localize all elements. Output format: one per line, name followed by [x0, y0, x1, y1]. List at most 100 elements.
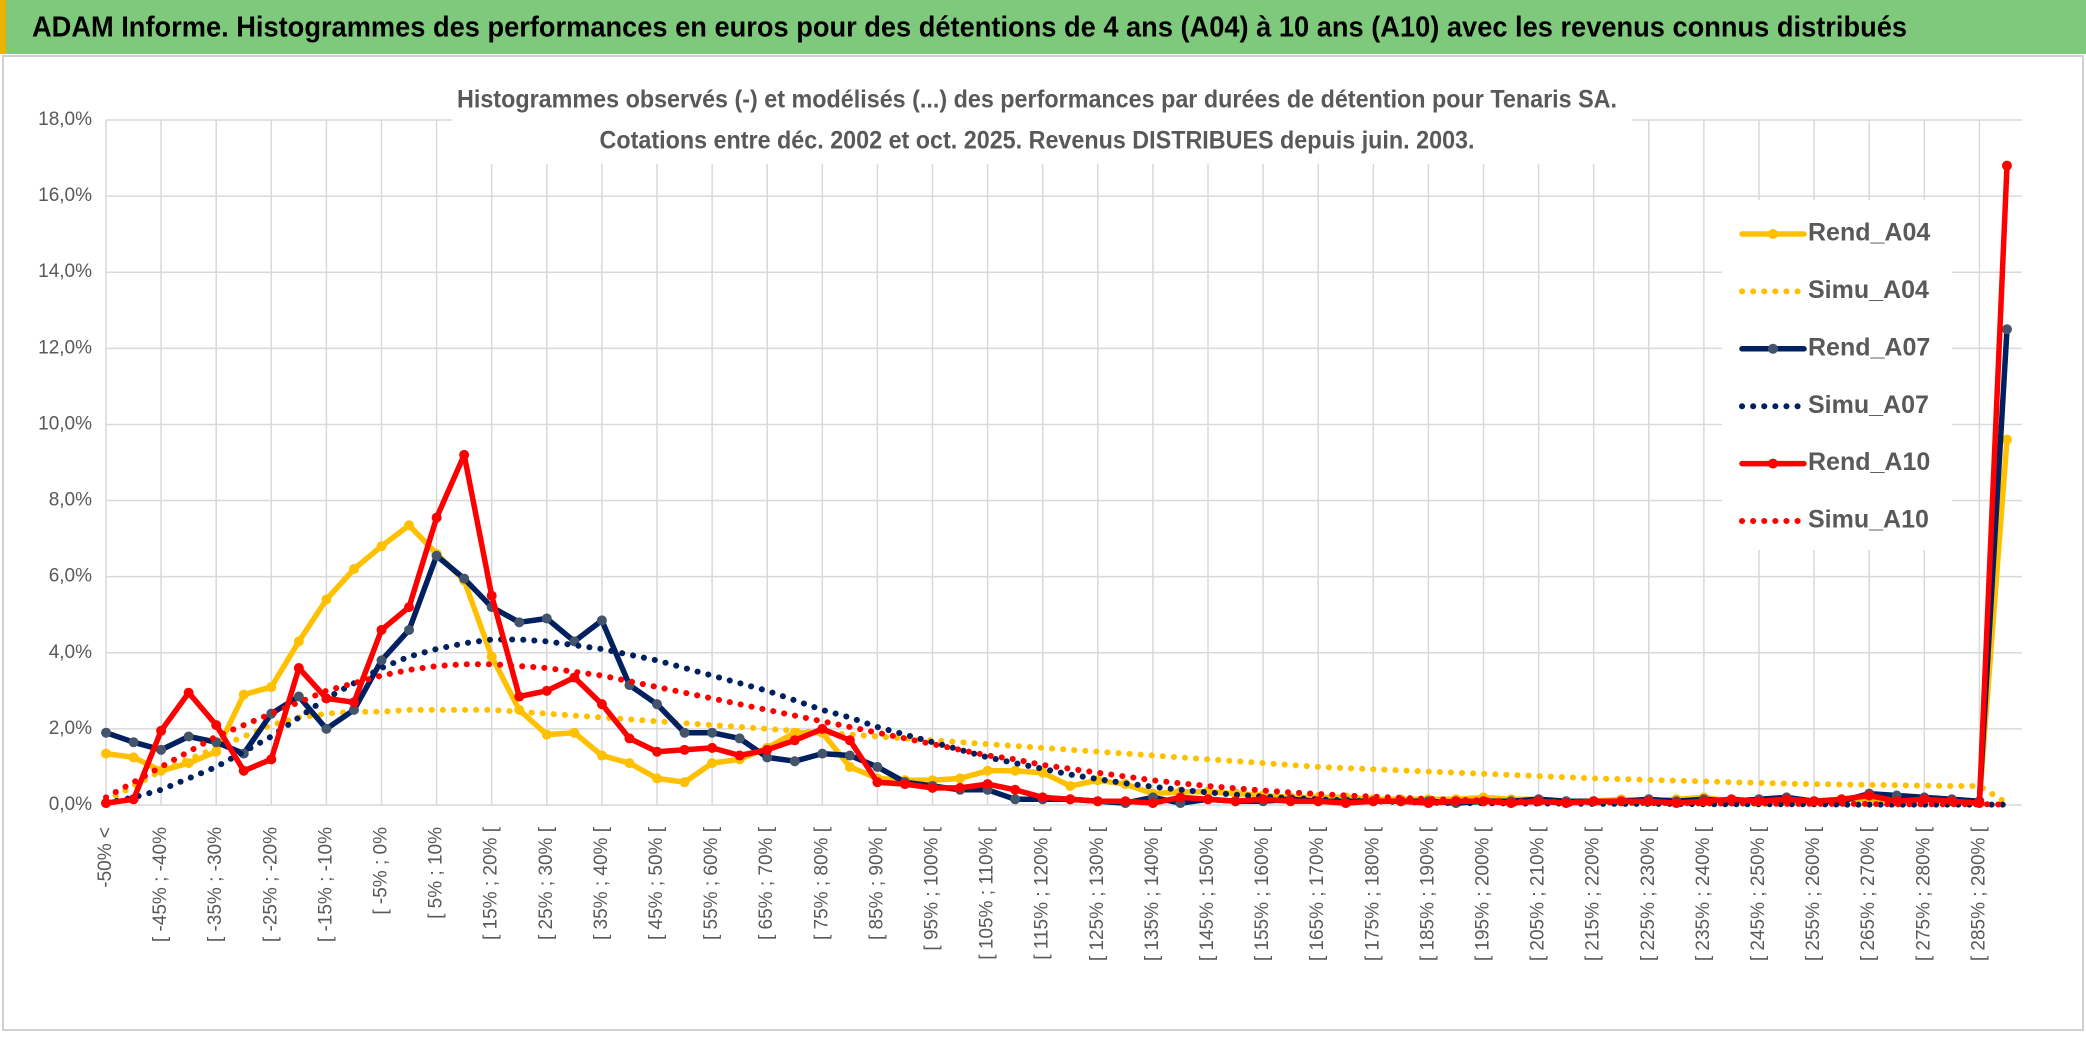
data-point: [486, 651, 497, 662]
title-bg: [452, 82, 1632, 164]
x-tick-label: [ 55% ; 60% [: [701, 826, 722, 940]
legend-marker: [1768, 458, 1778, 469]
data-point: [156, 744, 167, 755]
data-point: [1037, 792, 1048, 803]
data-point: [348, 697, 359, 708]
data-point: [486, 590, 497, 601]
data-point: [872, 777, 883, 788]
data-point: [734, 750, 745, 761]
x-tick-label: [ 245% ; 250% [: [1748, 826, 1769, 961]
data-point: [652, 773, 662, 784]
y-tick-label: 10,0%: [38, 413, 92, 434]
data-point: [211, 720, 222, 731]
data-point: [404, 624, 415, 635]
legend-label: Simu_A10: [1808, 506, 1929, 534]
data-point: [679, 777, 690, 788]
data-point: [128, 794, 139, 805]
data-point: [321, 693, 332, 704]
y-tick-label: 0,0%: [49, 794, 92, 815]
data-point: [376, 624, 387, 635]
data-point: [266, 682, 277, 693]
data-point: [1010, 765, 1021, 776]
x-tick-label: [ 95% ; 100% [: [922, 826, 943, 950]
data-point: [569, 727, 580, 738]
data-point: [596, 615, 607, 626]
x-tick-label: [ 165% ; 170% [: [1307, 826, 1328, 961]
x-tick-label: [ 225% ; 230% [: [1638, 826, 1659, 961]
x-tick-label: [ 25% ; 30% [: [536, 826, 557, 940]
data-point: [762, 744, 773, 755]
x-tick-label: [ 45% ; 50% [: [646, 826, 667, 940]
data-point: [789, 756, 800, 767]
data-point: [376, 655, 387, 666]
data-point: [156, 725, 167, 736]
series-line: [103, 661, 2010, 808]
data-point: [183, 687, 194, 698]
data-point: [927, 782, 938, 793]
data-point: [1285, 796, 1296, 807]
data-point: [2001, 434, 2012, 445]
data-point: [1010, 794, 1021, 805]
data-point: [348, 704, 359, 715]
data-point: [982, 779, 993, 790]
data-point: [1864, 790, 1875, 801]
y-tick-label: 4,0%: [49, 642, 92, 663]
data-point: [128, 752, 139, 763]
data-point: [541, 729, 552, 740]
data-point: [762, 752, 773, 763]
x-tick-label: [ -5% ; 0%: [371, 827, 392, 915]
data-point: [652, 699, 662, 710]
legend-label: Rend_A04: [1808, 219, 1930, 247]
data-point: [404, 520, 415, 531]
x-tick-label: -50% <: [95, 827, 116, 888]
data-point: [128, 737, 139, 748]
legend: Rend_A04 Simu_A04 Rend_A07 Simu_A07 Rend_A10…: [1739, 219, 1930, 534]
data-point: [541, 613, 552, 624]
x-tick-label: [ 235% ; 240% [: [1693, 826, 1714, 961]
x-tick-label: [ 135% ; 140% [: [1142, 826, 1163, 961]
data-point: [955, 782, 966, 793]
data-point: [266, 754, 277, 765]
data-point: [844, 761, 855, 772]
legend-label: Simu_A04: [1808, 276, 1929, 304]
legend-marker: [1768, 229, 1778, 239]
y-tick-label: 8,0%: [49, 490, 92, 511]
x-tick-label: [ 255% ; 260% [: [1803, 826, 1824, 961]
x-tick-label: [ 215% ; 220% [: [1583, 826, 1604, 961]
data-point: [817, 723, 828, 734]
y-tick-label: 14,0%: [38, 261, 92, 282]
x-tick-label: [ 115% ; 120% [: [1032, 826, 1053, 959]
x-tick-label: [ 15% ; 20% [: [481, 826, 502, 940]
data-point: [679, 744, 690, 755]
data-point: [596, 699, 607, 710]
x-tick-label: [ 65% ; 70% [: [756, 826, 777, 940]
data-point: [817, 748, 828, 759]
data-point: [459, 573, 470, 584]
data-point: [624, 733, 635, 744]
data-point: [982, 765, 993, 776]
data-point: [101, 727, 111, 738]
data-point: [293, 691, 304, 702]
y-tick-label: 16,0%: [38, 185, 92, 206]
data-point: [1313, 796, 1324, 807]
plot: [101, 160, 2012, 809]
x-tick-label: [ 35% ; 40% [: [591, 826, 612, 940]
data-point: [293, 663, 304, 673]
x-tick-label: [ 85% ; 90% [: [866, 826, 887, 940]
data-point: [955, 773, 966, 784]
data-point: [404, 602, 415, 613]
data-point: [101, 748, 111, 759]
chart-subtitle: Cotations entre déc. 2002 et oct. 2025. …: [600, 127, 1475, 155]
x-tick-label: [ 125% ; 130% [: [1087, 826, 1108, 961]
data-point: [844, 750, 855, 761]
data-point: [1120, 796, 1131, 807]
y-tick-label: 12,0%: [38, 337, 92, 358]
data-point: [1175, 792, 1186, 803]
data-point: [1092, 796, 1103, 807]
x-tick-label: [ -15% ; -10%: [315, 827, 336, 942]
data-point: [789, 735, 800, 746]
y-tick-label: 18,0%: [38, 109, 92, 130]
chart-title: Histogrammes observés (-) et modélisés (…: [457, 86, 1617, 114]
data-point: [514, 617, 525, 628]
data-point: [1147, 798, 1158, 809]
